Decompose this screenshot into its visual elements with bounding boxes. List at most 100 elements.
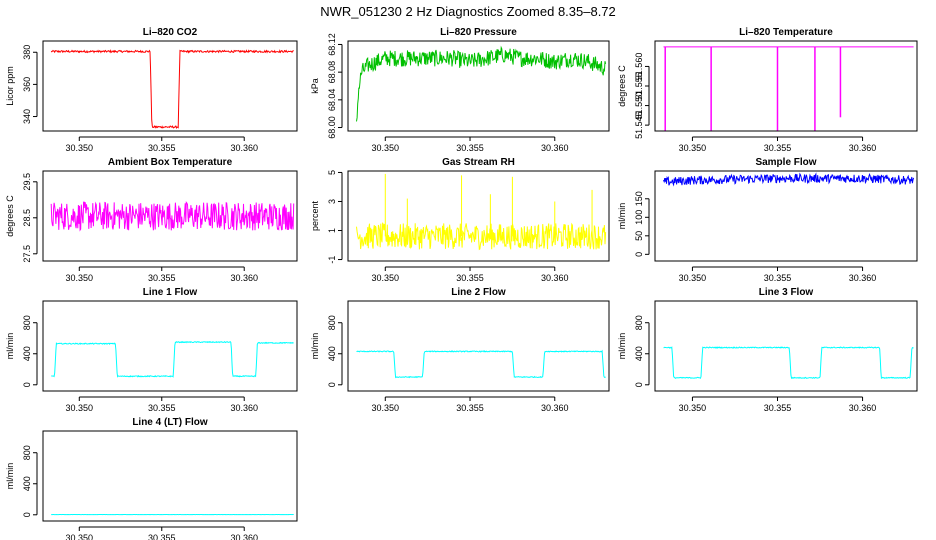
y-tick-label: 51.555: [634, 72, 644, 100]
y-tick-label: -1: [327, 256, 337, 264]
panel-line1: Line 1 Flow 30.350 30.355 30.360 0 400 800 ml/m…: [5, 287, 298, 413]
series-line-box_temp: [50, 201, 295, 232]
y-axis: 0 400 800: [22, 315, 38, 387]
panel-title: Line 3 Flow: [759, 287, 814, 298]
x-tick-label: 30.350: [66, 273, 94, 283]
panel-line3: Line 3 Flow 30.350 30.355 30.360 0 400 800 ml/m…: [617, 287, 918, 413]
series-line-pressure: [356, 45, 607, 122]
y-tick-label: 28.5: [22, 209, 32, 227]
y-axis: 0 400 800: [634, 315, 650, 387]
series-line-line1: [51, 340, 294, 378]
y-axis-label: degrees C: [5, 195, 15, 237]
y-tick-label: 0: [22, 382, 32, 387]
x-tick-label: 30.355: [764, 143, 792, 153]
y-tick-label: 360: [22, 77, 32, 92]
series-line-line2: [356, 349, 606, 379]
x-axis: 30.350 30.355 30.360: [66, 526, 258, 540]
x-tick-label: 30.360: [230, 533, 258, 540]
panel-title: Sample Flow: [755, 157, 816, 168]
y-tick-label: 50: [634, 231, 644, 241]
y-tick-label: 0: [634, 382, 644, 387]
panel-title: Gas Stream RH: [442, 157, 515, 168]
y-tick-label: 68.08: [327, 61, 337, 84]
panel-sample_flow: Sample Flow 30.350 30.355 30.360 0 50 100 150 ml…: [617, 157, 918, 283]
x-tick-label: 30.350: [66, 533, 94, 540]
y-tick-label: 3: [327, 199, 337, 204]
x-tick-label: 30.355: [148, 273, 176, 283]
panel-line2: Line 2 Flow 30.350 30.355 30.360 0 400 800 ml/m…: [310, 287, 610, 413]
y-tick-label: 0: [327, 382, 337, 387]
plot-frame: [42, 430, 298, 522]
y-tick-label: 800: [22, 315, 32, 330]
x-axis: 30.350 30.355 30.360: [372, 396, 569, 413]
y-tick-label: 27.5: [22, 245, 32, 263]
panel-title: Line 2 Flow: [451, 287, 506, 298]
x-tick-label: 30.360: [230, 273, 258, 283]
y-tick-label: 100: [634, 210, 644, 225]
y-axis: 68.00 68.04 68.08 68.12: [327, 33, 343, 139]
plot-frame: [347, 40, 610, 132]
x-tick-label: 30.350: [679, 273, 707, 283]
x-axis: 30.350 30.355 30.360: [66, 396, 258, 413]
y-tick-label: 0: [634, 252, 644, 257]
plot-frame: [654, 170, 918, 262]
panel-co2: Li–820 CO2 30.350 30.355 30.360 340 360 380 Lic…: [5, 27, 298, 153]
y-tick-label: 5: [327, 170, 337, 175]
panel-pressure: Li–820 Pressure 30.350 30.355 30.360 68.00 68…: [310, 27, 610, 153]
panel-title: Li–820 CO2: [143, 27, 198, 38]
x-tick-label: 30.360: [541, 273, 569, 283]
y-tick-label: 51.560: [634, 53, 644, 81]
plot-frame: [347, 300, 610, 392]
y-tick-label: 800: [327, 315, 337, 330]
y-tick-label: 51.545: [634, 111, 644, 139]
x-tick-label: 30.350: [66, 143, 94, 153]
y-tick-label: 400: [327, 346, 337, 361]
y-axis-label: ml/min: [310, 333, 320, 360]
y-tick-label: 51.550: [634, 92, 644, 120]
x-axis: 30.350 30.355 30.360: [372, 136, 569, 153]
x-axis: 30.350 30.355 30.360: [66, 266, 258, 283]
y-tick-label: 68.12: [327, 33, 337, 56]
panel-title: Li–820 Pressure: [440, 27, 517, 38]
x-tick-label: 30.355: [764, 403, 792, 413]
y-axis-label: ml/min: [617, 333, 627, 360]
y-axis-label: ml/min: [617, 203, 627, 230]
x-tick-label: 30.350: [679, 143, 707, 153]
panel-title: Ambient Box Temperature: [108, 157, 233, 168]
y-tick-label: 380: [22, 45, 32, 60]
x-tick-label: 30.355: [148, 533, 176, 540]
y-tick-label: 400: [22, 346, 32, 361]
y-axis-label: Licor ppm: [5, 66, 15, 106]
figure-title: NWR_051230 2 Hz Diagnostics Zoomed 8.35–…: [320, 4, 616, 19]
panel-title: Li–820 Temperature: [739, 27, 833, 38]
x-tick-label: 30.350: [372, 273, 400, 283]
x-tick-label: 30.350: [372, 143, 400, 153]
y-tick-label: 800: [634, 315, 644, 330]
x-tick-label: 30.360: [541, 143, 569, 153]
x-tick-label: 30.355: [456, 403, 484, 413]
y-tick-label: 800: [22, 445, 32, 460]
plot-frame: [42, 170, 298, 262]
panel-title: Line 1 Flow: [143, 287, 198, 298]
panels: Li–820 CO2 30.350 30.355 30.360 340 360 380 Lic…: [5, 27, 918, 540]
panel-title: Line 4 (LT) Flow: [132, 417, 208, 428]
x-axis: 30.350 30.355 30.360: [66, 136, 258, 153]
x-axis: 30.350 30.355 30.360: [372, 266, 569, 283]
y-tick-label: 1: [327, 228, 337, 233]
x-tick-label: 30.350: [66, 403, 94, 413]
y-tick-label: 400: [22, 476, 32, 491]
series-line-sample_flow: [663, 172, 915, 187]
y-axis-label: kPa: [310, 78, 320, 94]
y-axis-label: percent: [310, 200, 320, 231]
x-axis: 30.350 30.355 30.360: [679, 396, 876, 413]
y-tick-label: 340: [22, 109, 32, 124]
x-tick-label: 30.355: [148, 403, 176, 413]
series-line-line3: [663, 346, 914, 380]
y-tick-label: 68.00: [327, 116, 337, 139]
y-tick-label: 400: [634, 346, 644, 361]
x-tick-label: 30.355: [456, 273, 484, 283]
y-tick-label: 150: [634, 191, 644, 206]
panel-box_temp: Ambient Box Temperature 30.350 30.355 30.36…: [5, 157, 298, 283]
series-line-rh: [356, 222, 607, 251]
